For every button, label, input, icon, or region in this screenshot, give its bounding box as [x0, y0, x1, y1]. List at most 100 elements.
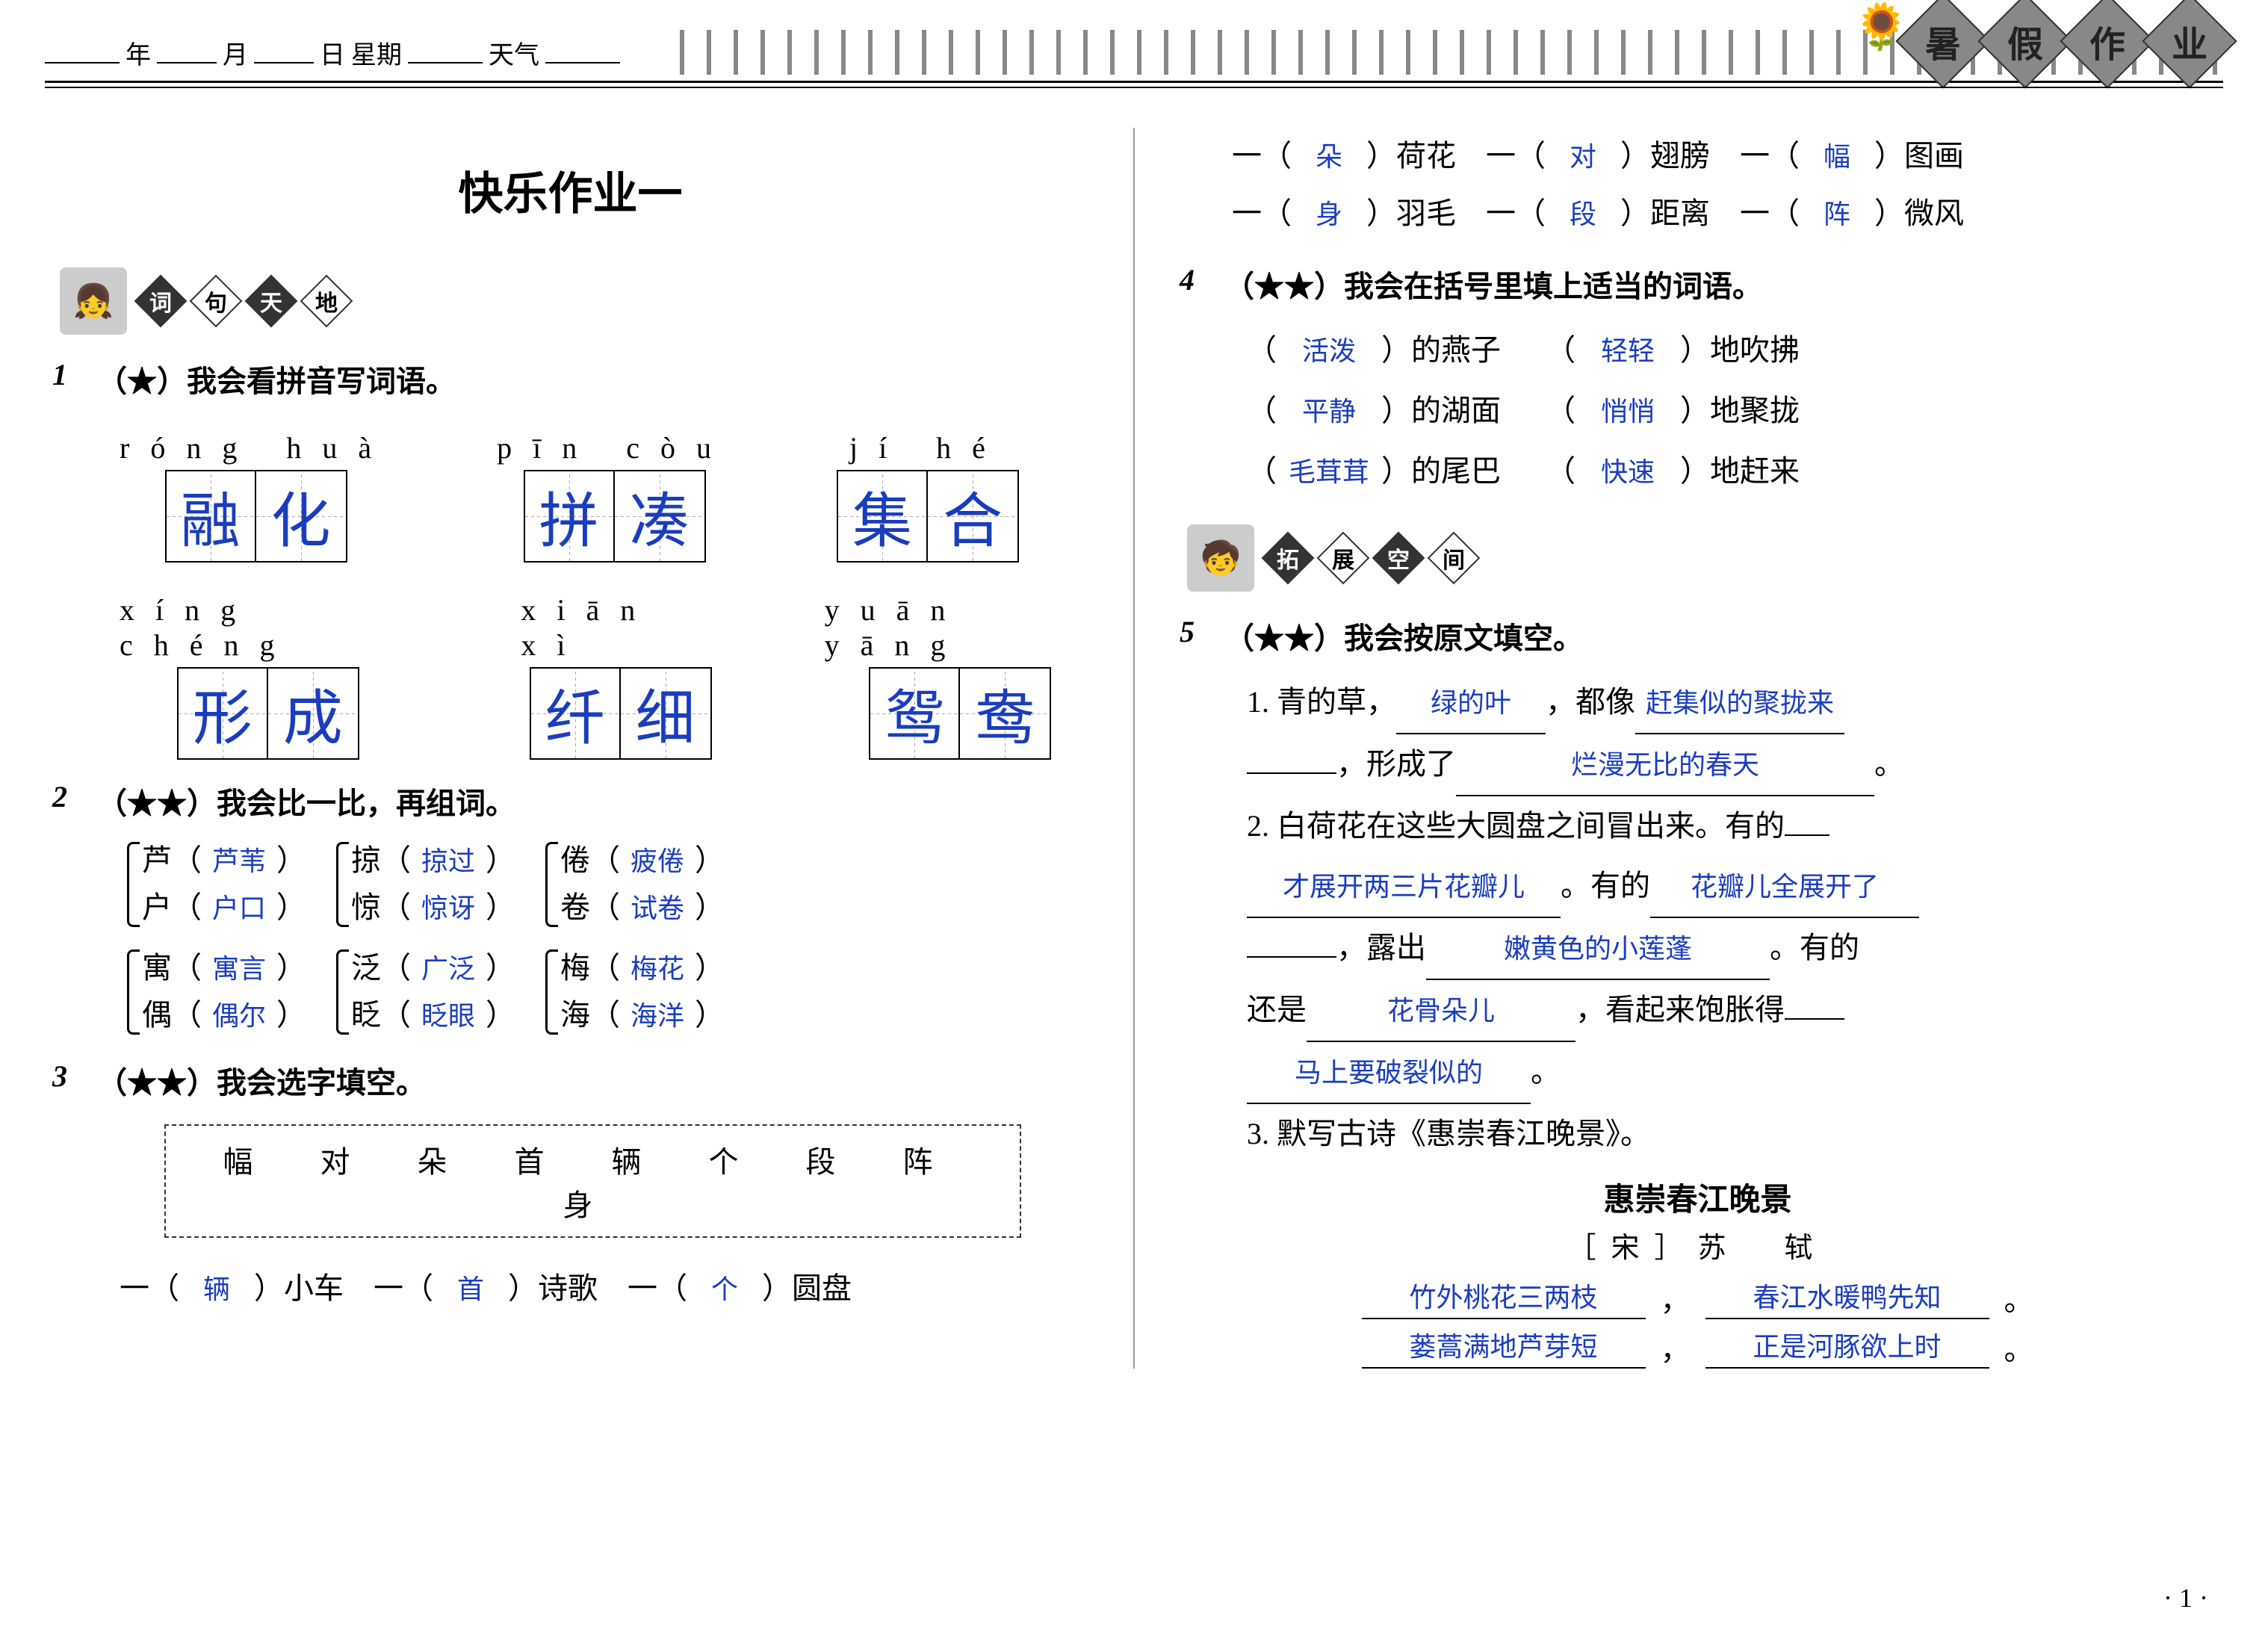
pinyin-block: xiān xì纤细 [521, 592, 719, 760]
char-cell[interactable]: 凑 [615, 471, 704, 561]
answer: 才展开两三片花瓣儿 [1247, 857, 1561, 918]
answer: 试卷 [620, 885, 695, 932]
char-answer: 化 [271, 473, 331, 560]
zuci-item: 梅（梅花） [560, 945, 725, 992]
answer: 幅 [1800, 128, 1874, 185]
zuci-item: 倦（疲倦） [560, 837, 725, 884]
char-grid: 融化 [165, 470, 347, 563]
column-divider [1133, 128, 1135, 1369]
char-cell[interactable]: 融 [167, 471, 256, 561]
page-header: 年 月 日 星期 天气 🌻 暑 假 作 业 [45, 30, 2223, 83]
answer: 芦苇 [202, 838, 276, 884]
pinyin-text: pīn còu [497, 430, 732, 465]
zuci-group: 寓（寓言）偶（偶尔） [120, 945, 306, 1039]
char-cell[interactable]: 鸳 [870, 669, 960, 758]
answer: 海洋 [620, 993, 695, 1039]
char-cell[interactable]: 拼 [525, 471, 615, 561]
char-answer: 凑 [630, 473, 690, 560]
zuci-item: 寓（寓言） [142, 945, 306, 992]
q5-p1: 1. 青的草，绿的叶，都像赶集似的聚拢来 [1247, 672, 2223, 734]
page-title: 快乐作业一 [45, 158, 1096, 223]
char-answer: 细 [636, 670, 695, 757]
poem-title: 惠崇春江晚景 [1172, 1174, 2223, 1220]
poem-author: ［宋］苏 轼 [1172, 1224, 2223, 1265]
q4-row: （毛茸茸）的尾巴 （快速）地赶来 [1247, 441, 2223, 502]
char: 倦（ [560, 837, 620, 884]
weather-blank[interactable] [545, 38, 620, 63]
q5-p2d: 还是花骨朵儿，看起来饱胀得 [1247, 980, 2223, 1042]
answer: 户口 [202, 885, 276, 932]
q5-p1b: ，形成了烂漫无比的春天。 [1247, 734, 2223, 796]
text: 。有的 [1770, 931, 1859, 964]
answer: 眨眼 [411, 993, 486, 1039]
q4-row: （平静）的湖面 （悄悄）地聚拢 [1247, 381, 2223, 441]
pinyin-block: yuān yāng鸳鸯 [825, 592, 1096, 760]
zuci-group: 芦（芦苇）户（户口） [120, 837, 306, 932]
paren: ） [695, 884, 725, 931]
answer: 偶尔 [202, 993, 276, 1039]
question-5: 5 （★★）我会按原文填空。 [1180, 614, 2223, 657]
zuci-group: 梅（梅花）海（海洋） [538, 945, 725, 1039]
char-grid: 鸳鸯 [869, 667, 1051, 760]
pinyin-block: xíng chéng形成 [120, 592, 416, 760]
date-fields: 年 月 日 星期 天气 [45, 34, 620, 71]
answer: 绿的叶 [1396, 673, 1546, 734]
section-header-2: 🧒 拓 展 空 间 [1187, 524, 2223, 592]
section-char: 空 [1387, 542, 1410, 574]
month-blank[interactable] [157, 38, 217, 63]
zuci-row: 芦（芦苇）户（户口）掠（掠过）惊（惊讶）倦（疲倦）卷（试卷） [120, 837, 1096, 932]
char-cell[interactable]: 形 [179, 669, 268, 758]
child-swing-icon: 👧 [60, 267, 127, 335]
q-text: （★）我会看拼音写词语。 [97, 365, 456, 398]
char-cell[interactable]: 合 [928, 471, 1017, 561]
q-number: 2 [52, 779, 90, 814]
text: ，形成了 [1336, 747, 1456, 781]
answer: 嫩黄色的小莲蓬 [1426, 919, 1770, 980]
answer: 梅花 [620, 946, 695, 992]
text: ，看起来饱胀得 [1575, 993, 1785, 1026]
section-char: 句 [205, 285, 227, 317]
answer: 对 [1546, 128, 1620, 185]
q5-p3-lead: 3. 默写古诗《惠崇春江晚景》。 [1247, 1104, 2223, 1164]
char-cell[interactable]: 成 [268, 669, 358, 758]
day-blank[interactable] [254, 38, 314, 63]
char-cell[interactable]: 化 [256, 471, 346, 561]
q-number: 3 [52, 1059, 90, 1094]
question-2: 2 （★★）我会比一比，再组词。 [52, 779, 1096, 822]
char-cell[interactable]: 细 [621, 669, 710, 758]
fence-graphic: 🌻 暑 假 作 业 [680, 30, 2223, 75]
text: ，露出 [1336, 931, 1426, 964]
paren: ） [486, 945, 515, 991]
char-grid: 集合 [837, 470, 1019, 563]
paren: ） [276, 837, 306, 884]
poem-line-2: 蒌蒿满地芦芽短， 正是河豚欲上时。 [1172, 1325, 2223, 1369]
answer: 正是河豚欲上时 [1705, 1325, 1989, 1369]
question-1: 1 （★）我会看拼音写词语。 [52, 357, 1096, 400]
char: 户（ [142, 884, 202, 931]
answer: 寓言 [202, 946, 276, 992]
char: 海（ [560, 992, 620, 1038]
banner-char: 假 [2007, 15, 2043, 67]
q-number: 1 [52, 357, 90, 392]
char-cell[interactable]: 纤 [531, 669, 621, 758]
poem-line-1: 竹外桃花三两枝， 春江水暖鸭先知。 [1172, 1276, 2223, 1319]
zuci-item: 海（海洋） [560, 992, 725, 1039]
year-blank[interactable] [45, 38, 120, 63]
char-answer: 融 [181, 473, 241, 560]
answer: 轻轻 [1575, 321, 1680, 381]
comma: ， [1661, 1325, 1691, 1369]
section-header-1: 👧 词 句 天 地 [60, 267, 1096, 335]
pinyin-row: róng huà融化pīn còu拼凑jí hé集合 [120, 430, 1096, 563]
pinyin-text: jí hé [849, 430, 1006, 465]
paren: ） [695, 992, 725, 1038]
char-cell[interactable]: 鸯 [960, 669, 1050, 758]
pinyin-text: xiān xì [521, 592, 719, 663]
weekday-blank[interactable] [408, 38, 483, 63]
paren: ） [695, 945, 725, 991]
weather-label: 天气 [489, 34, 539, 71]
char: 眨（ [351, 992, 411, 1038]
char-answer: 鸯 [975, 670, 1035, 757]
char-grid: 形成 [177, 667, 359, 760]
char-cell[interactable]: 集 [838, 471, 928, 561]
banner-char: 业 [2172, 15, 2207, 67]
